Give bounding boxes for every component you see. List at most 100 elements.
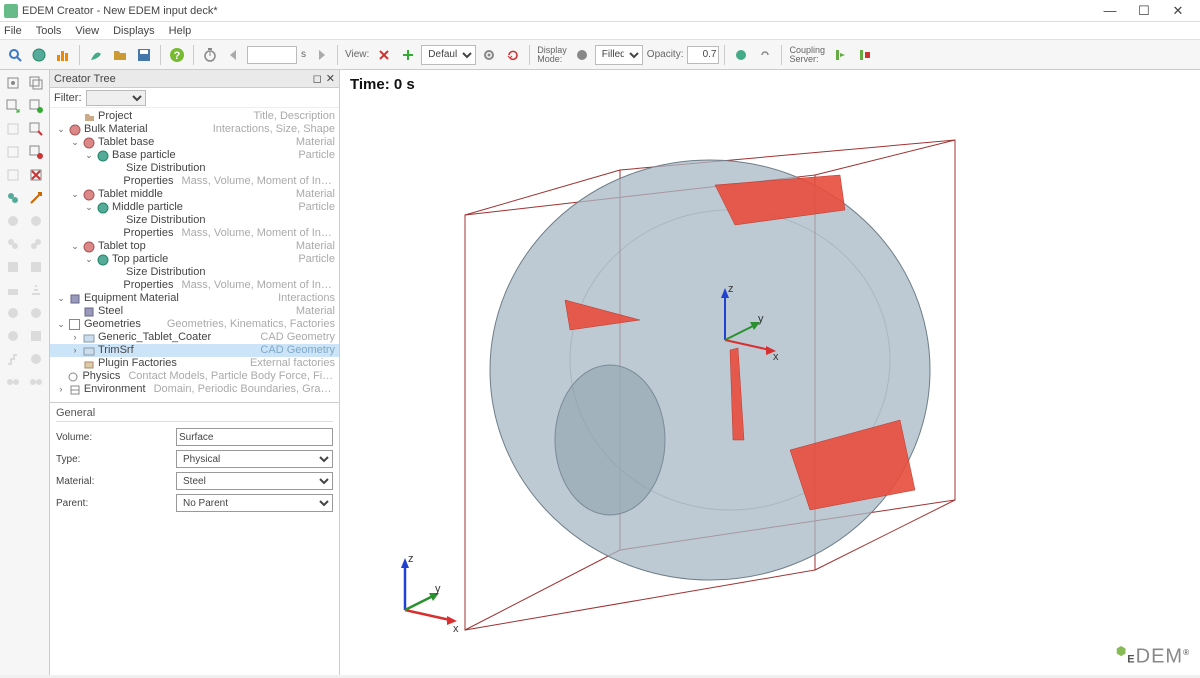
tree-row[interactable]: ›Generic_Tablet_CoaterCAD Geometry — [50, 331, 339, 344]
parent-label: Parent: — [56, 498, 176, 509]
filter-label: Filter: — [54, 92, 82, 104]
tree-row[interactable]: ›TrimSrfCAD Geometry — [50, 344, 339, 357]
ltool-2[interactable] — [25, 72, 47, 94]
tool-help-icon[interactable]: ? — [166, 44, 188, 66]
tree-row[interactable]: PropertiesMass, Volume, Moment of Inerti… — [50, 279, 339, 292]
menu-view[interactable]: View — [75, 25, 99, 37]
ltool-8[interactable] — [25, 141, 47, 163]
filter-select[interactable] — [86, 90, 146, 106]
svg-text:z: z — [408, 553, 414, 565]
tool-leaf-icon[interactable] — [85, 44, 107, 66]
creator-tree[interactable]: ProjectTitle, Description⌄Bulk MaterialI… — [50, 108, 339, 398]
tool-globe-icon[interactable] — [28, 44, 50, 66]
ltool-14 — [25, 210, 47, 232]
scene-svg: z x y z x y — [340, 70, 1200, 675]
props-section-title: General — [56, 407, 333, 422]
menu-displays[interactable]: Displays — [113, 25, 155, 37]
parent-select[interactable]: No Parent — [176, 494, 333, 512]
svg-text:?: ? — [174, 50, 181, 62]
ltool-28 — [25, 371, 47, 393]
tree-row[interactable]: ⌄Top particleParticle — [50, 253, 339, 266]
coupling-stop-icon[interactable] — [853, 44, 875, 66]
ltool-10[interactable] — [25, 164, 47, 186]
minimize-button[interactable]: — — [1098, 3, 1122, 19]
volume-input[interactable] — [176, 428, 333, 446]
tree-row[interactable]: Size Distribution — [50, 162, 339, 175]
tool-link-icon[interactable] — [754, 44, 776, 66]
ltool-1[interactable] — [2, 72, 24, 94]
display-mode-select[interactable]: Filled — [595, 45, 643, 65]
time-label: Time: 0 s — [350, 76, 415, 93]
tree-row[interactable]: PhysicsContact Models, Particle Body For… — [50, 370, 339, 383]
close-button[interactable]: ✕ — [1166, 3, 1190, 19]
title-bar: EDEM Creator - New EDEM input deck* — ☐ … — [0, 0, 1200, 22]
ltool-27 — [2, 371, 24, 393]
coupling-start-icon[interactable] — [829, 44, 851, 66]
coupling-label: CouplingServer: — [789, 46, 825, 64]
tool-save-icon[interactable] — [133, 44, 155, 66]
tree-row[interactable]: Size Distribution — [50, 214, 339, 227]
ltool-12[interactable] — [25, 187, 47, 209]
ltool-4[interactable] — [25, 95, 47, 117]
tree-row[interactable]: SteelMaterial — [50, 305, 339, 318]
ltool-6[interactable] — [25, 118, 47, 140]
tree-row[interactable]: ⌄Base particleParticle — [50, 149, 339, 162]
ltool-20 — [25, 279, 47, 301]
properties-panel: General Volume: Type: Physical Material:… — [50, 402, 339, 675]
tree-row[interactable]: ProjectTitle, Description — [50, 110, 339, 123]
tool-refresh-icon[interactable] — [502, 44, 524, 66]
panel-header: Creator Tree ◻ ✕ — [50, 70, 339, 88]
type-select[interactable]: Physical — [176, 450, 333, 468]
display-mode-icon[interactable] — [571, 44, 593, 66]
ltool-16 — [25, 233, 47, 255]
tree-row[interactable]: ⌄Tablet middleMaterial — [50, 188, 339, 201]
frame-spinner[interactable] — [247, 46, 297, 64]
type-label: Type: — [56, 454, 176, 465]
tree-row[interactable]: ⌄Tablet baseMaterial — [50, 136, 339, 149]
tool-next-icon[interactable] — [310, 44, 332, 66]
svg-text:y: y — [758, 313, 764, 325]
tool-chart-icon[interactable] — [52, 44, 74, 66]
opacity-spinner[interactable] — [687, 46, 719, 64]
tool-gear-icon[interactable] — [478, 44, 500, 66]
opacity-label: Opacity: — [647, 49, 684, 60]
ltool-5 — [2, 118, 24, 140]
maximize-button[interactable]: ☐ — [1132, 3, 1156, 19]
tree-row[interactable]: Size Distribution — [50, 266, 339, 279]
tool-open-icon[interactable] — [109, 44, 131, 66]
panel-title: Creator Tree — [54, 73, 116, 85]
material-select[interactable]: Steel — [176, 472, 333, 490]
material-label: Material: — [56, 476, 176, 487]
menu-file[interactable]: File — [4, 25, 22, 37]
tree-row[interactable]: ›EnvironmentDomain, Periodic Boundaries,… — [50, 383, 339, 396]
tree-row[interactable]: Plugin FactoriesExternal factories — [50, 357, 339, 370]
edem-logo: ⬢EDEM® — [1116, 644, 1190, 669]
view-select[interactable]: Default — [421, 45, 476, 65]
panel-close-icon[interactable]: ✕ — [326, 72, 335, 85]
tree-row[interactable]: PropertiesMass, Volume, Moment of Inerti… — [50, 175, 339, 188]
tree-row[interactable]: ⌄Tablet topMaterial — [50, 240, 339, 253]
menu-bar: File Tools View Displays Help — [0, 22, 1200, 40]
3d-viewport[interactable]: Time: 0 s — [340, 70, 1200, 675]
tree-row[interactable]: ⌄Bulk MaterialInteractions, Size, Shape — [50, 123, 339, 136]
ltool-3[interactable] — [2, 95, 24, 117]
window-title: EDEM Creator - New EDEM input deck* — [22, 5, 1098, 17]
ltool-11[interactable] — [2, 187, 24, 209]
menu-tools[interactable]: Tools — [36, 25, 62, 37]
tool-prev-icon[interactable] — [223, 44, 245, 66]
ltool-21 — [2, 302, 24, 324]
tool-view-remove-icon[interactable] — [373, 44, 395, 66]
tree-row[interactable]: ⌄GeometriesGeometries, Kinematics, Facto… — [50, 318, 339, 331]
tool-material-icon[interactable] — [730, 44, 752, 66]
tree-row[interactable]: ⌄Equipment MaterialInteractions — [50, 292, 339, 305]
tree-row[interactable]: ⌄Middle particleParticle — [50, 201, 339, 214]
tree-row[interactable]: PropertiesMass, Volume, Moment of Inerti… — [50, 227, 339, 240]
tool-magnify-icon[interactable] — [4, 44, 26, 66]
panel-undock-icon[interactable]: ◻ — [313, 72, 322, 85]
tool-timer-icon[interactable] — [199, 44, 221, 66]
ltool-9 — [2, 164, 24, 186]
ltool-22 — [25, 302, 47, 324]
tool-view-add-icon[interactable] — [397, 44, 419, 66]
svg-text:x: x — [453, 623, 459, 635]
menu-help[interactable]: Help — [169, 25, 192, 37]
